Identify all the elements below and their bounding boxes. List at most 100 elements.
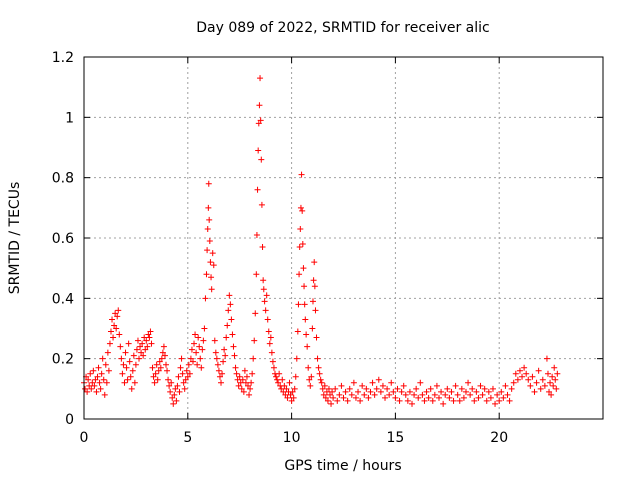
data-point	[164, 367, 171, 374]
data-point	[254, 186, 261, 193]
data-point	[232, 364, 239, 371]
data-point	[496, 397, 503, 404]
data-point	[533, 379, 540, 386]
data-point	[388, 379, 395, 386]
data-point	[231, 352, 238, 359]
data-point	[192, 331, 199, 338]
data-point	[297, 225, 304, 232]
data-point	[213, 355, 220, 362]
data-point	[146, 334, 153, 341]
data-point	[510, 379, 517, 386]
data-point	[216, 373, 223, 380]
data-point	[126, 358, 133, 365]
data-point	[516, 367, 523, 374]
data-point	[290, 394, 297, 401]
data-point	[355, 388, 362, 395]
data-point	[210, 262, 217, 269]
data-point	[359, 382, 366, 389]
data-point	[435, 394, 442, 401]
data-point	[527, 382, 534, 389]
y-tick-label: 0.8	[52, 171, 74, 187]
data-point	[258, 156, 265, 163]
data-point	[469, 385, 476, 392]
data-point	[267, 334, 274, 341]
data-point	[150, 373, 157, 380]
data-point	[306, 376, 313, 383]
data-point	[308, 373, 315, 380]
data-point	[546, 388, 553, 395]
data-point	[475, 394, 482, 401]
data-point	[91, 382, 98, 389]
data-point	[521, 364, 528, 371]
data-point	[140, 352, 147, 359]
data-point	[157, 364, 164, 371]
data-point	[130, 352, 137, 359]
data-point	[537, 385, 544, 392]
data-point	[253, 231, 260, 238]
x-tick-label: 0	[80, 430, 89, 446]
data-point	[224, 322, 231, 329]
data-point	[208, 274, 215, 281]
data-point	[419, 391, 426, 398]
data-point	[553, 385, 560, 392]
data-point	[107, 328, 114, 335]
data-point	[352, 394, 359, 401]
data-point	[386, 391, 393, 398]
data-point	[118, 355, 125, 362]
data-point	[442, 391, 449, 398]
data-point	[170, 400, 177, 407]
data-point	[471, 397, 478, 404]
data-point	[444, 385, 451, 392]
data-point	[498, 388, 505, 395]
data-point	[417, 379, 424, 386]
data-point	[112, 310, 119, 317]
data-point	[200, 337, 207, 344]
data-point	[312, 307, 319, 314]
data-point	[246, 391, 253, 398]
data-point	[180, 379, 187, 386]
data-point	[487, 394, 494, 401]
data-point	[116, 331, 123, 338]
data-point	[133, 346, 140, 353]
y-tick-label: 1.2	[52, 50, 74, 66]
data-point	[485, 388, 492, 395]
data-point	[492, 400, 499, 407]
data-point	[123, 364, 130, 371]
data-point	[129, 367, 136, 374]
data-point	[402, 391, 409, 398]
x-tick-label: 15	[386, 430, 404, 446]
data-point	[248, 379, 255, 386]
data-point	[344, 397, 351, 404]
data-point	[327, 391, 334, 398]
data-point	[215, 367, 222, 374]
data-point	[104, 349, 111, 356]
data-point	[544, 370, 551, 377]
data-point	[114, 313, 121, 320]
data-point	[315, 364, 322, 371]
data-point	[186, 370, 193, 377]
data-point	[196, 343, 203, 350]
data-point	[465, 379, 472, 386]
data-point	[481, 385, 488, 392]
data-point	[467, 391, 474, 398]
data-point	[375, 376, 382, 383]
data-point	[106, 340, 113, 347]
data-point	[82, 385, 89, 392]
data-point	[223, 334, 230, 341]
data-point	[310, 277, 317, 284]
data-point	[89, 379, 96, 386]
data-point	[287, 391, 294, 398]
data-point	[168, 379, 175, 386]
data-point	[243, 373, 250, 380]
data-point	[284, 394, 291, 401]
data-point	[120, 361, 127, 368]
data-point	[261, 298, 268, 305]
data-point	[266, 340, 273, 347]
data-point	[160, 343, 167, 350]
data-point	[235, 382, 242, 389]
data-point	[220, 358, 227, 365]
data-point	[238, 385, 245, 392]
data-point	[508, 385, 515, 392]
data-point	[504, 391, 511, 398]
